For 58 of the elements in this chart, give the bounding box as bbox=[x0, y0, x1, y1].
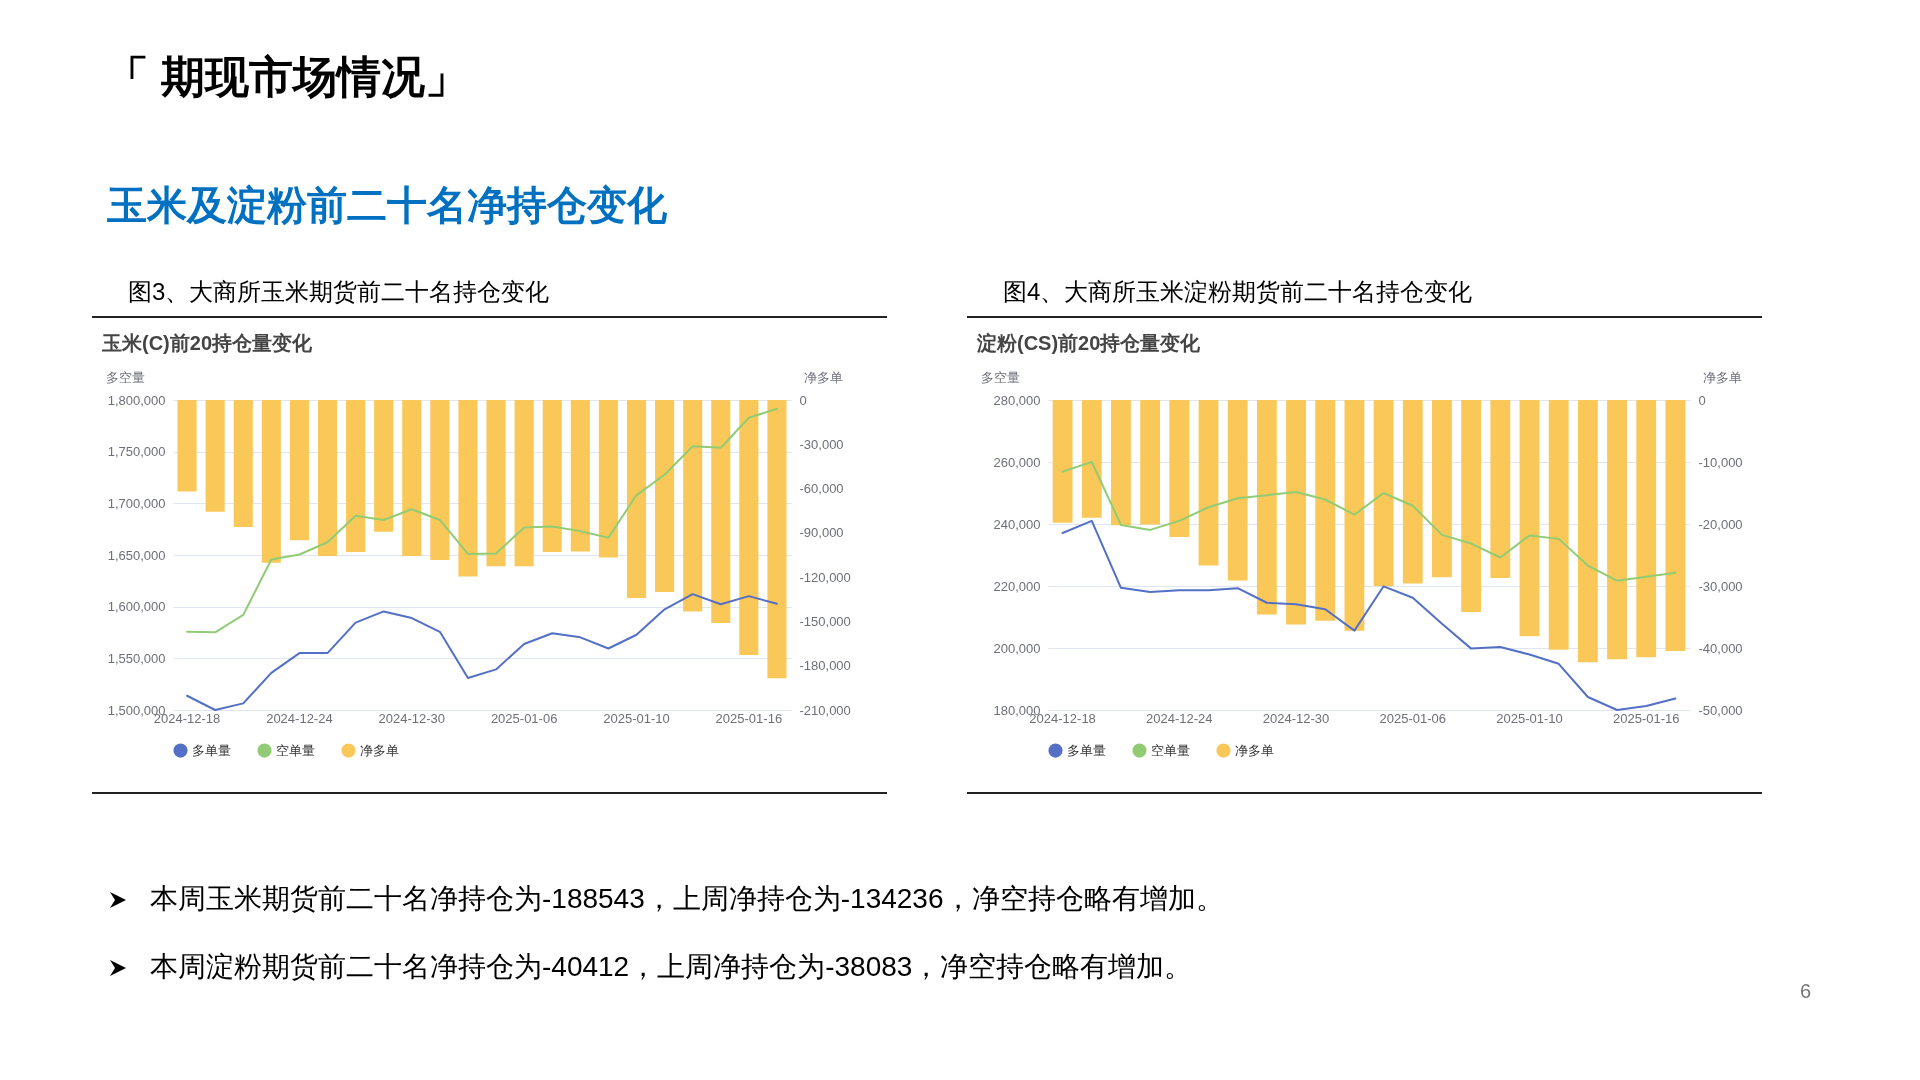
x-tick-label: 2025-01-16 bbox=[1612, 710, 1680, 726]
legend-label: 空单量 bbox=[276, 742, 315, 758]
y-tick-label: 1,600,000 bbox=[107, 599, 166, 615]
chart-title: 图4、大商所玉米淀粉期货前二十名持仓变化 bbox=[967, 270, 1762, 318]
y2-tick-label: -10,000 bbox=[1698, 454, 1743, 470]
legend-label: 多单量 bbox=[1067, 742, 1106, 758]
y-axis-title: 多空量 bbox=[981, 369, 1020, 385]
x-tick-label: 2024-12-30 bbox=[378, 710, 446, 726]
chart-subtitle: 玉米(C)前20持仓量变化 bbox=[101, 331, 313, 356]
y2-tick-label: -60,000 bbox=[799, 481, 844, 497]
x-tick-label: 2024-12-24 bbox=[1146, 710, 1213, 726]
text: 6 bbox=[1800, 980, 1812, 1003]
chart-title: 图3、大商所玉米期货前二十名持仓变化 bbox=[92, 270, 887, 318]
x-tick-label: 2024-12-24 bbox=[266, 710, 333, 726]
line-series bbox=[186, 407, 778, 634]
y2-tick-label: -20,000 bbox=[1698, 516, 1743, 532]
x-tick-label: 2025-01-10 bbox=[603, 710, 670, 726]
y-tick-label: 240,000 bbox=[993, 516, 1041, 532]
y-axis-title: 多空量 bbox=[106, 369, 145, 385]
y2-tick-label: -120,000 bbox=[799, 569, 851, 585]
line-series bbox=[186, 593, 778, 711]
y2-tick-label: -180,000 bbox=[799, 658, 851, 674]
y-tick-label: 200,000 bbox=[993, 640, 1041, 656]
y2-tick-label: 0 bbox=[1698, 392, 1706, 408]
legend-label: 净多单 bbox=[360, 742, 399, 758]
y2-axis-title: 净多单 bbox=[804, 369, 843, 385]
line-series bbox=[1061, 461, 1677, 582]
text: 本周玉米期货前二十名净持仓为-188543，上周净持仓为-134236，净空持仓略有增加。 bbox=[150, 882, 1224, 916]
y-tick-label: 220,000 bbox=[993, 578, 1041, 594]
x-tick-label: 2025-01-06 bbox=[490, 710, 558, 726]
y-tick-label: 1,650,000 bbox=[107, 547, 166, 563]
text: 本周淀粉期货前二十名净持仓为-40412，上周净持仓为-38083，净空持仓略有增加。 bbox=[150, 950, 1193, 984]
y2-tick-label: -150,000 bbox=[799, 613, 851, 629]
y-tick-label: 1,550,000 bbox=[107, 650, 166, 666]
y-tick-label: 1,750,000 bbox=[107, 444, 166, 460]
y2-tick-label: -30,000 bbox=[799, 436, 844, 452]
x-tick-label: 2025-01-16 bbox=[715, 710, 783, 726]
text: 「 期现市场情况」 bbox=[105, 51, 470, 103]
y-tick-label: 1,800,000 bbox=[107, 392, 166, 408]
y2-tick-label: -90,000 bbox=[799, 525, 844, 541]
x-tick-label: 2024-12-30 bbox=[1262, 710, 1330, 726]
y2-tick-label: -40,000 bbox=[1698, 640, 1743, 656]
text: 玉米及淀粉前二十名净持仓变化 bbox=[107, 182, 667, 229]
legend-label: 多单量 bbox=[192, 742, 231, 758]
y2-tick-label: -30,000 bbox=[1698, 578, 1743, 594]
y-tick-label: 1,700,000 bbox=[107, 495, 166, 511]
y2-tick-label: -210,000 bbox=[799, 702, 851, 718]
y-tick-label: 280,000 bbox=[993, 392, 1041, 408]
y2-tick-label: -50,000 bbox=[1698, 702, 1743, 718]
y-tick-label: 260,000 bbox=[993, 454, 1041, 470]
y2-tick-label: 0 bbox=[799, 392, 807, 408]
chart-subtitle: 淀粉(CS)前20持仓量变化 bbox=[976, 331, 1202, 356]
x-tick-label: 2025-01-06 bbox=[1379, 710, 1447, 726]
y2-axis-title: 净多单 bbox=[1703, 369, 1742, 385]
x-tick-label: 2025-01-10 bbox=[1496, 710, 1563, 726]
line-series bbox=[1061, 519, 1677, 711]
legend-label: 空单量 bbox=[1151, 742, 1190, 758]
legend-label: 净多单 bbox=[1235, 742, 1274, 758]
